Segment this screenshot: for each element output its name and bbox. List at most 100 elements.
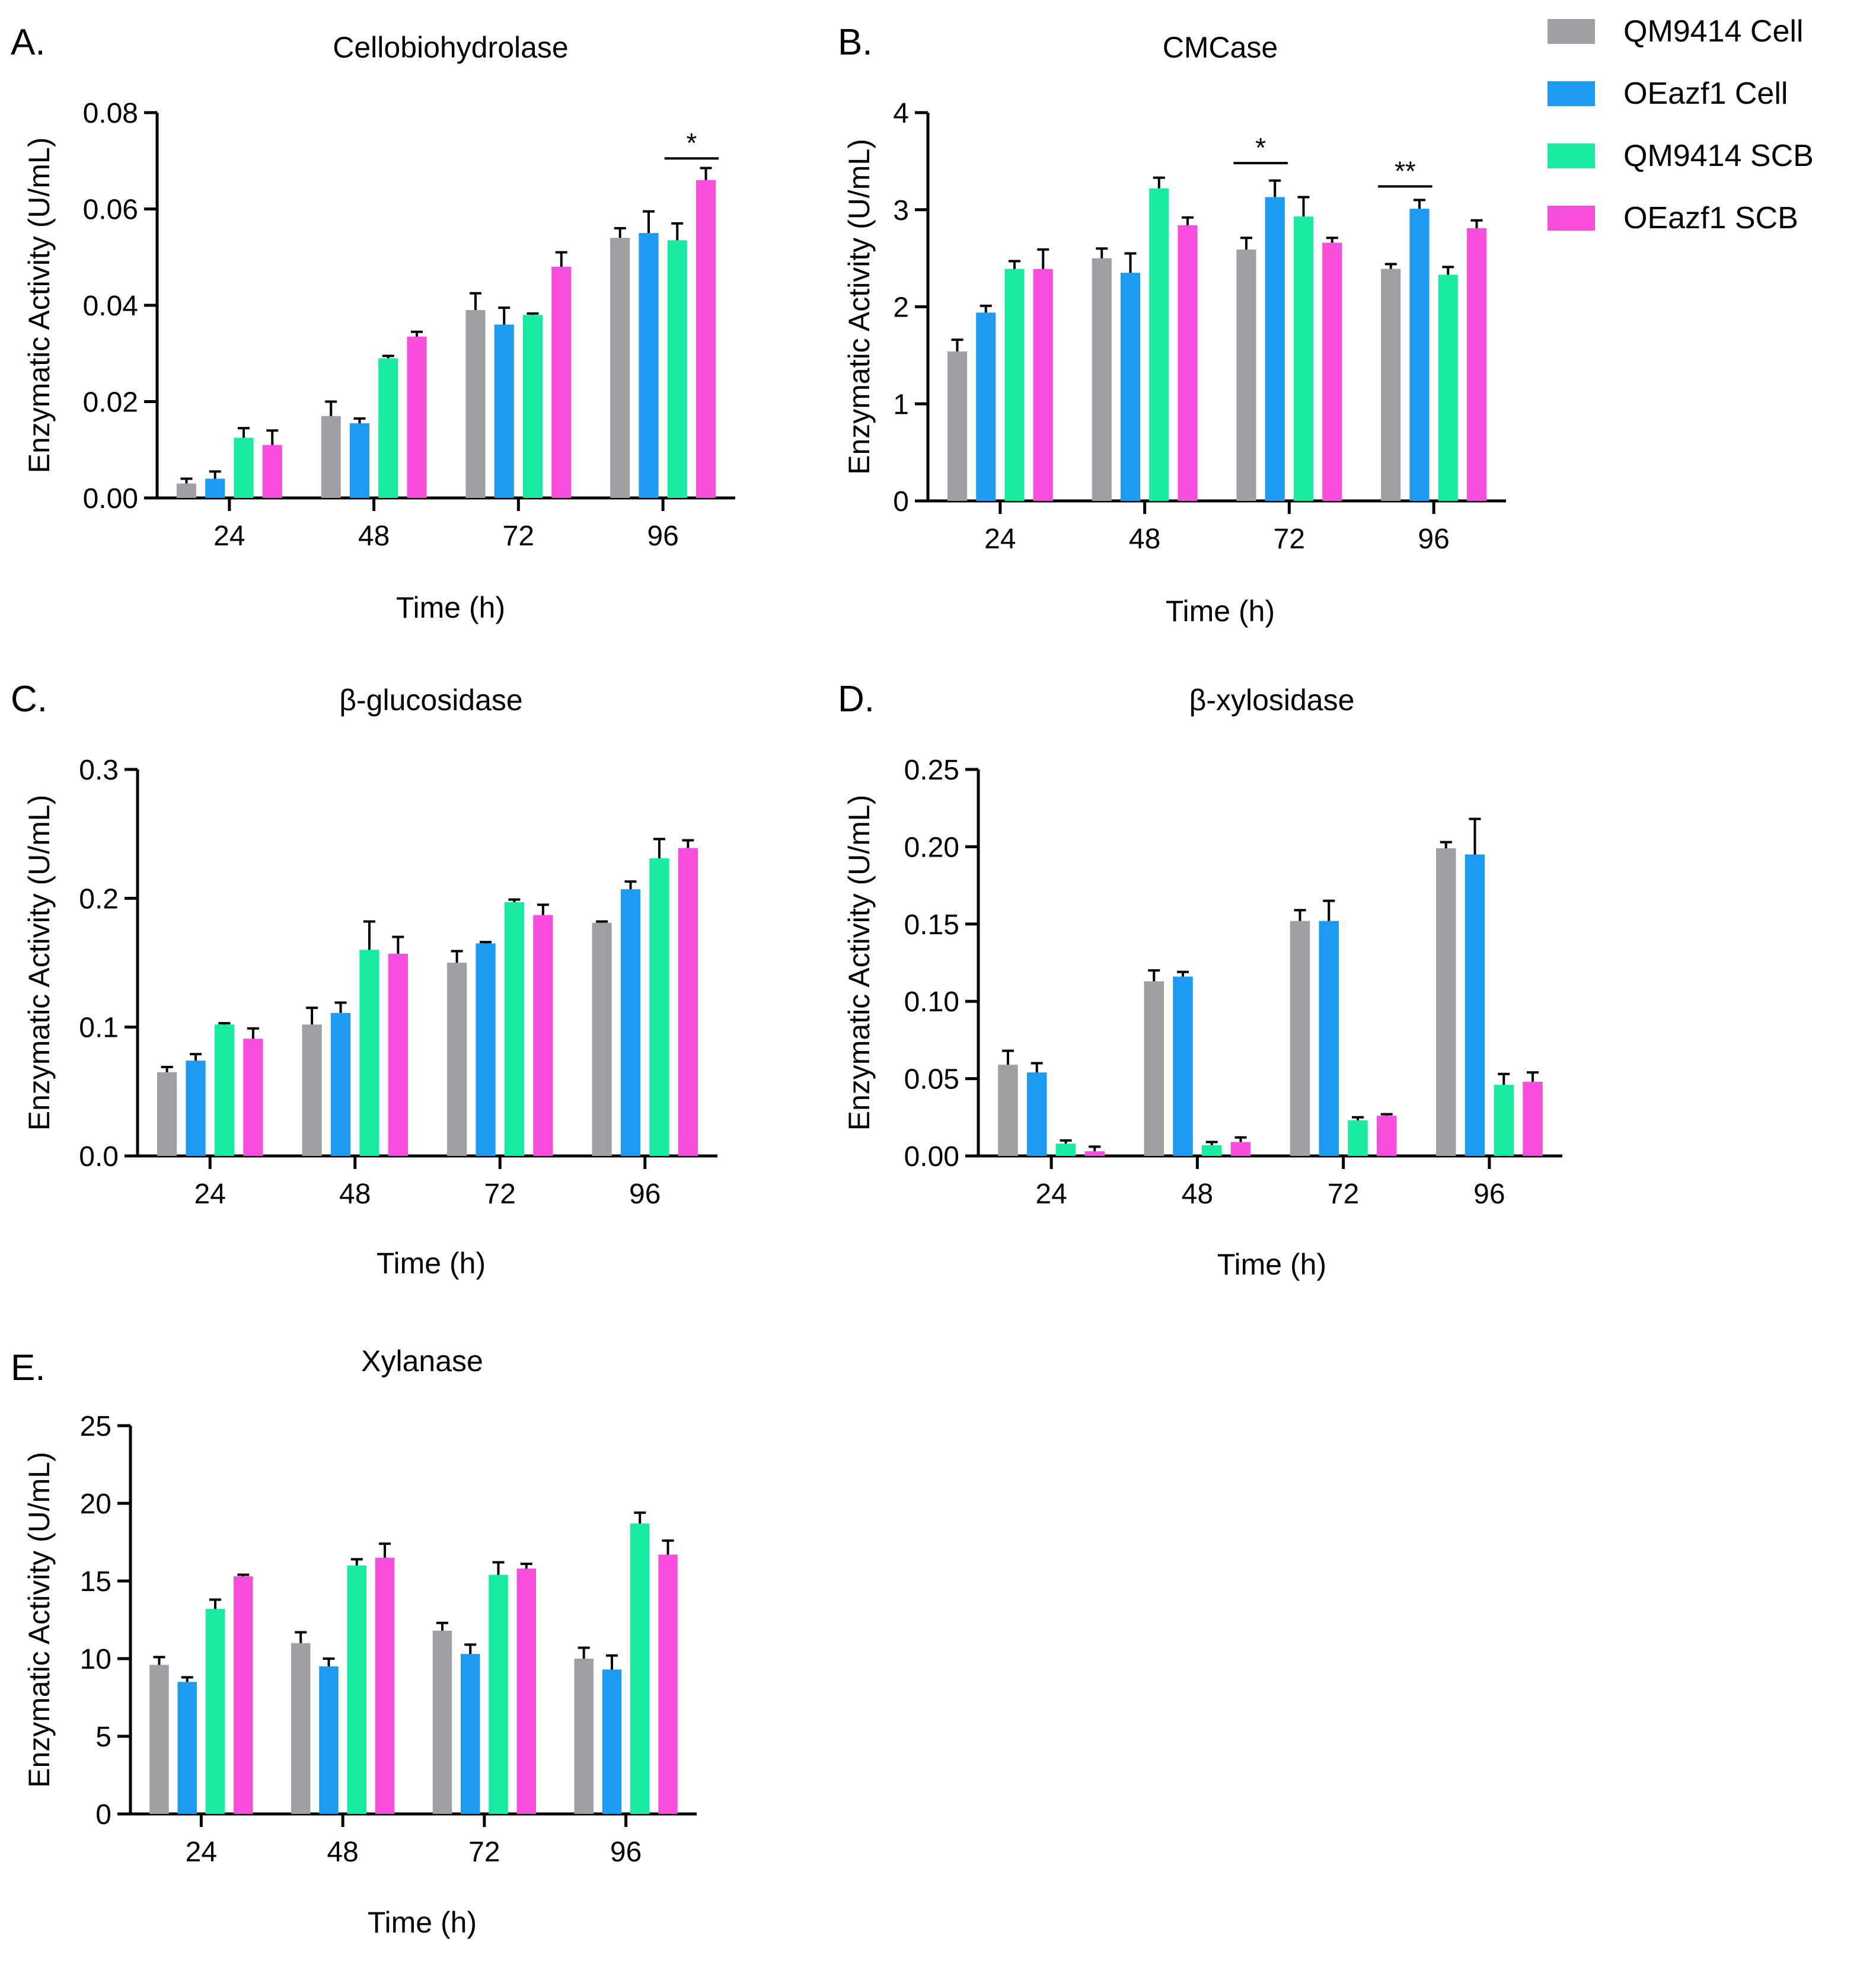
bar	[494, 324, 514, 498]
bar	[1293, 216, 1314, 501]
y-tick-label: 0.08	[83, 98, 138, 129]
bar	[1466, 228, 1487, 501]
significance-label: *	[1255, 132, 1266, 163]
y-tick-label: 25	[80, 1411, 111, 1442]
x-axis-label: Time (h)	[396, 591, 505, 624]
x-axis-label: Time (h)	[1166, 595, 1275, 628]
bar	[407, 336, 427, 498]
bar	[465, 310, 486, 498]
bar	[1084, 1151, 1105, 1156]
bar	[461, 1654, 480, 1814]
x-tick-label: 72	[503, 520, 534, 552]
bar	[976, 312, 996, 501]
chart-panel-a: A. Cellobiohydrolase 0.00 0.02 0.04 0.06 0.08 E…	[11, 22, 735, 624]
chart-panel-b: B. CMCase 0 1 2 3 4 Enzymatic Activity (U/mL) Ti…	[838, 22, 1506, 628]
bar	[1149, 188, 1169, 502]
y-tick-label: 0.02	[83, 387, 138, 419]
legend: QM9414 Cell OEazf1 Cell QM9414 SCB OEazf1 S…	[1548, 14, 1814, 235]
x-tick-label: 24	[984, 523, 1016, 555]
bar	[1236, 249, 1256, 501]
bar	[1381, 269, 1401, 501]
x-axis-label: Time (h)	[1217, 1248, 1326, 1281]
bar	[522, 315, 543, 498]
bar	[157, 1072, 177, 1156]
bar	[1144, 981, 1164, 1156]
bar	[1173, 976, 1193, 1156]
bar	[1523, 1081, 1543, 1156]
bar	[291, 1643, 311, 1814]
y-tick-label: 2	[893, 292, 909, 324]
x-tick-label: 72	[1328, 1178, 1359, 1210]
bar	[1004, 269, 1025, 501]
chart-title: β-glucosidase	[339, 683, 522, 717]
y-tick-label: 5	[95, 1721, 111, 1753]
y-tick-label: 0.15	[904, 909, 959, 941]
bar	[149, 1665, 169, 1814]
chart-panels: A. Cellobiohydrolase0.000.020.040.060.08E…	[11, 22, 1562, 1939]
x-tick-label: 96	[647, 520, 678, 552]
bar	[630, 1523, 650, 1814]
y-tick-label: 0.0	[79, 1141, 119, 1173]
x-axis-label: Time (h)	[368, 1906, 477, 1939]
bar	[551, 267, 572, 498]
bar	[1033, 269, 1053, 501]
y-tick-label: 0.10	[904, 986, 959, 1018]
y-axis-label: Enzymatic Activity (U/mL)	[843, 795, 876, 1131]
bar	[1494, 1085, 1514, 1156]
bar	[658, 1554, 678, 1814]
x-tick-label: 96	[610, 1836, 642, 1868]
bar	[667, 240, 687, 498]
y-tick-label: 0.3	[79, 755, 119, 786]
y-tick-label: 0.2	[79, 883, 119, 915]
panel-letter: D.	[838, 679, 875, 720]
bar	[243, 1039, 263, 1156]
y-tick-label: 0.00	[83, 483, 138, 515]
chart-panel-e: E. Xylanase 0 5 10 15 20 25 Enzymatic Activity (…	[11, 1344, 697, 1939]
significance-label: *	[686, 127, 697, 158]
bar	[359, 950, 379, 1156]
bar	[234, 1576, 253, 1814]
bar	[177, 1682, 197, 1814]
bar	[516, 1569, 537, 1814]
bar	[319, 1666, 339, 1814]
y-tick-label: 0.04	[83, 290, 138, 322]
chart-panel-d: D. β-xylosidase 0.00 0.05 0.10 0.15 0.20 0.25 En…	[838, 679, 1562, 1281]
bar	[234, 437, 254, 498]
y-tick-label: 0.05	[904, 1064, 959, 1095]
bar	[1120, 273, 1141, 501]
chart-title: CMCase	[1163, 31, 1278, 64]
bar	[1438, 274, 1458, 501]
legend-swatch	[1548, 81, 1595, 106]
bar	[214, 1024, 235, 1156]
bar	[432, 1630, 452, 1814]
bar	[533, 915, 553, 1156]
x-tick-label: 48	[1182, 1178, 1213, 1210]
bar	[1319, 921, 1339, 1156]
y-tick-label: 0.20	[904, 832, 959, 863]
bar	[1465, 854, 1485, 1156]
y-tick-label: 0	[893, 486, 909, 518]
bar	[1348, 1120, 1368, 1156]
bar	[489, 1574, 508, 1814]
panel-letter: C.	[11, 679, 47, 720]
x-tick-label: 24	[186, 1836, 217, 1868]
legend-label: QM9414 SCB	[1623, 139, 1814, 173]
bar	[378, 358, 398, 498]
x-axis-label: Time (h)	[377, 1247, 486, 1280]
bar	[330, 1012, 351, 1156]
chart-panel-c: C. β-glucosidase 0.0 0.1 0.2 0.3 Enzymatic Act…	[11, 679, 717, 1280]
y-axis-label: Enzymatic Activity (U/mL)	[23, 138, 56, 474]
bar	[347, 1565, 366, 1814]
bar	[1435, 848, 1456, 1156]
bar	[1290, 921, 1310, 1156]
x-tick-label: 24	[1035, 1178, 1067, 1210]
significance-label: **	[1395, 155, 1416, 186]
bar	[321, 416, 341, 498]
x-tick-label: 72	[484, 1178, 516, 1210]
bar	[574, 1659, 594, 1814]
bar	[1178, 225, 1198, 501]
bar	[1409, 209, 1430, 501]
bar	[1202, 1145, 1222, 1156]
chart-title: β-xylosidase	[1189, 683, 1355, 717]
y-tick-label: 4	[893, 98, 909, 129]
